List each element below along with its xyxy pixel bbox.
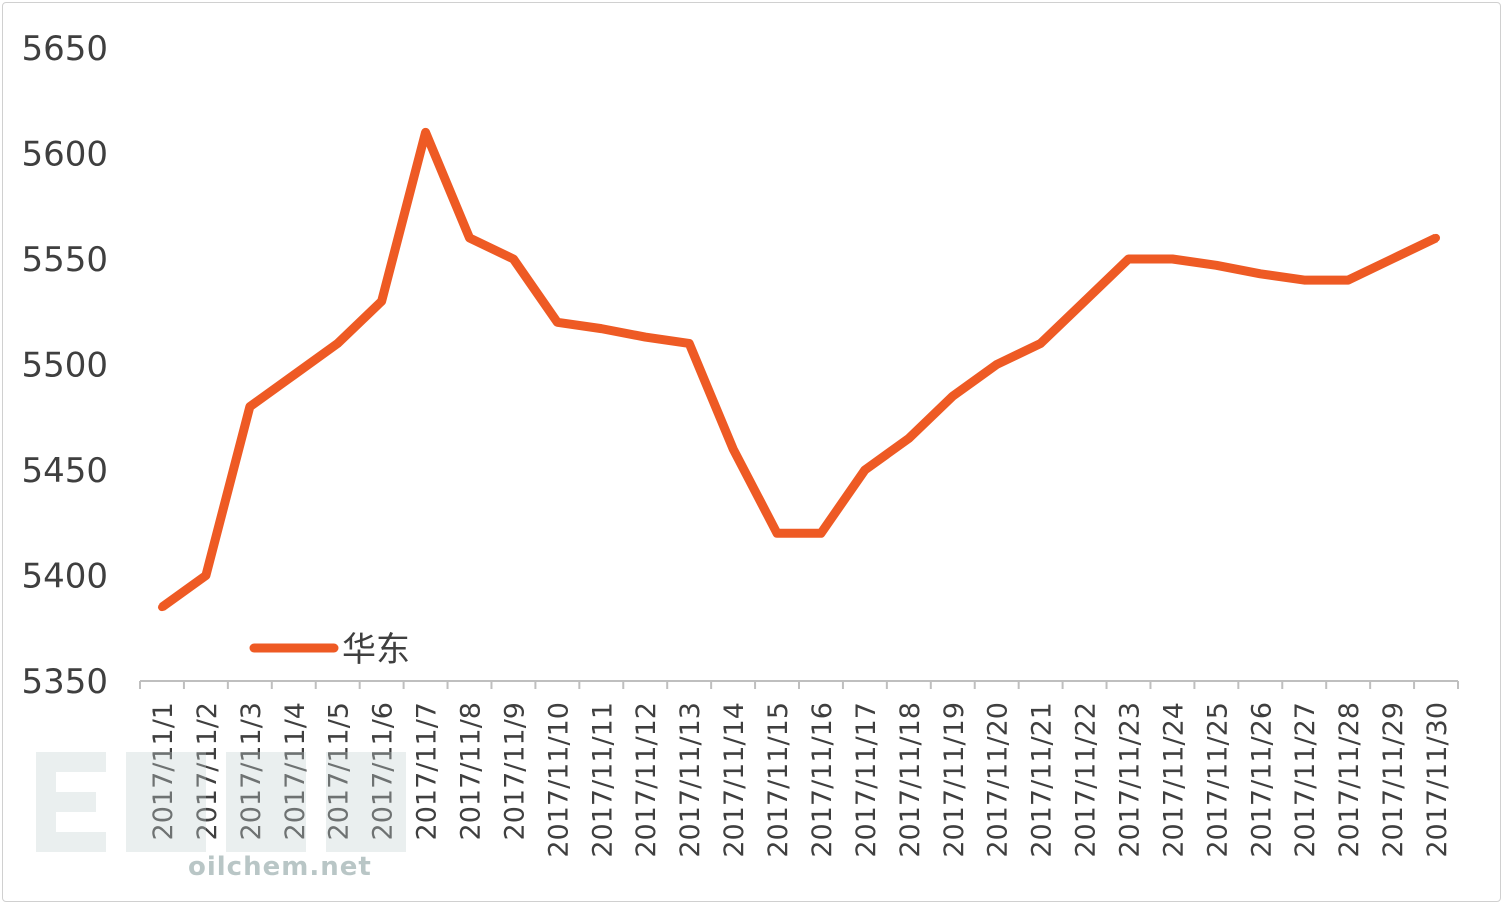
x-tick-label: 2017/11/9 bbox=[499, 702, 530, 840]
data-point bbox=[1432, 233, 1441, 242]
x-tick-label: 2017/11/13 bbox=[675, 702, 706, 858]
x-tick-label: 2017/11/28 bbox=[1334, 702, 1365, 858]
data-point bbox=[1300, 276, 1309, 285]
x-tick-label: 2017/11/22 bbox=[1071, 702, 1102, 858]
y-tick-label: 5600 bbox=[21, 135, 108, 175]
y-tick-label: 5500 bbox=[21, 346, 108, 386]
series-line-huadong bbox=[159, 127, 1438, 611]
data-point bbox=[1080, 297, 1089, 306]
x-tick-label: 2017/11/24 bbox=[1158, 702, 1189, 858]
data-point bbox=[641, 333, 650, 342]
data-point bbox=[421, 128, 430, 137]
legend-label: 华东 bbox=[342, 630, 410, 670]
x-tick-label: 2017/11/26 bbox=[1246, 702, 1277, 858]
x-tick-label: 2017/11/11 bbox=[587, 702, 618, 858]
x-tick-label: 2017/11/5 bbox=[324, 702, 355, 840]
data-point bbox=[816, 529, 825, 538]
y-tick-label: 5450 bbox=[21, 451, 108, 491]
x-tick-label: 2017/11/4 bbox=[280, 702, 311, 840]
x-axis-tick-marks bbox=[139, 681, 1459, 689]
x-tick-label: 2017/11/8 bbox=[456, 702, 487, 840]
watermark-text: oilchem.net bbox=[188, 852, 372, 882]
data-point bbox=[1344, 276, 1353, 285]
x-tick-label: 2017/11/25 bbox=[1202, 702, 1233, 858]
x-tick-label: 2017/11/14 bbox=[719, 702, 750, 858]
x-tick-label: 2017/11/10 bbox=[543, 702, 574, 858]
data-point bbox=[1212, 261, 1221, 270]
data-point bbox=[948, 392, 957, 401]
data-point bbox=[553, 318, 562, 327]
data-point bbox=[860, 466, 869, 474]
data-point bbox=[904, 434, 913, 443]
data-point bbox=[685, 339, 694, 348]
data-point bbox=[1036, 339, 1045, 348]
x-tick-label: 2017/11/2 bbox=[192, 702, 223, 840]
x-tick-label: 2017/11/6 bbox=[368, 702, 399, 840]
data-point bbox=[509, 255, 518, 263]
data-point bbox=[597, 324, 606, 333]
x-tick-label: 2017/11/16 bbox=[807, 702, 838, 858]
x-tick-label: 2017/11/15 bbox=[763, 702, 794, 858]
data-point bbox=[289, 371, 298, 380]
y-tick-label: 5550 bbox=[21, 240, 108, 280]
data-point bbox=[1168, 255, 1177, 263]
x-tick-label: 2017/11/19 bbox=[939, 702, 970, 858]
x-tick-label: 2017/11/12 bbox=[631, 702, 662, 858]
x-tick-label: 2017/11/7 bbox=[412, 702, 443, 840]
data-point bbox=[992, 360, 1001, 369]
x-tick-label: 2017/11/17 bbox=[851, 702, 882, 858]
data-point bbox=[1124, 255, 1133, 263]
y-tick-label: 5350 bbox=[21, 662, 108, 702]
y-tick-label: 5650 bbox=[21, 29, 108, 69]
data-point bbox=[729, 444, 738, 453]
x-tick-label: 2017/11/29 bbox=[1378, 702, 1409, 858]
x-tick-label: 2017/11/18 bbox=[895, 702, 926, 858]
y-axis-ticks: 5350 5400 5450 5500 5550 5600 5650 bbox=[21, 29, 108, 702]
data-point bbox=[157, 603, 166, 612]
data-point bbox=[1256, 269, 1265, 278]
x-tick-label: 2017/11/1 bbox=[148, 702, 179, 840]
data-point bbox=[245, 402, 254, 411]
legend: 华东 bbox=[249, 630, 410, 670]
series-group bbox=[157, 127, 1441, 612]
data-point bbox=[377, 297, 386, 306]
data-point bbox=[201, 571, 210, 580]
watermark-logo bbox=[36, 752, 416, 866]
data-point bbox=[1388, 255, 1397, 263]
x-tick-label: 2017/11/20 bbox=[983, 702, 1014, 858]
x-tick-label: 2017/11/23 bbox=[1115, 702, 1146, 858]
x-tick-label: 2017/11/27 bbox=[1290, 702, 1321, 858]
y-tick-label: 5400 bbox=[21, 557, 108, 597]
x-tick-label: 2017/11/30 bbox=[1422, 702, 1453, 858]
x-axis-ticks: 2017/11/1 2017/11/2 2017/11/3 2017/11/4 2017… bbox=[148, 702, 1453, 858]
x-tick-label: 2017/11/3 bbox=[236, 702, 267, 840]
data-point bbox=[773, 529, 782, 538]
data-point bbox=[465, 233, 474, 242]
x-tick-label: 2017/11/21 bbox=[1027, 702, 1058, 858]
data-point bbox=[333, 339, 342, 348]
